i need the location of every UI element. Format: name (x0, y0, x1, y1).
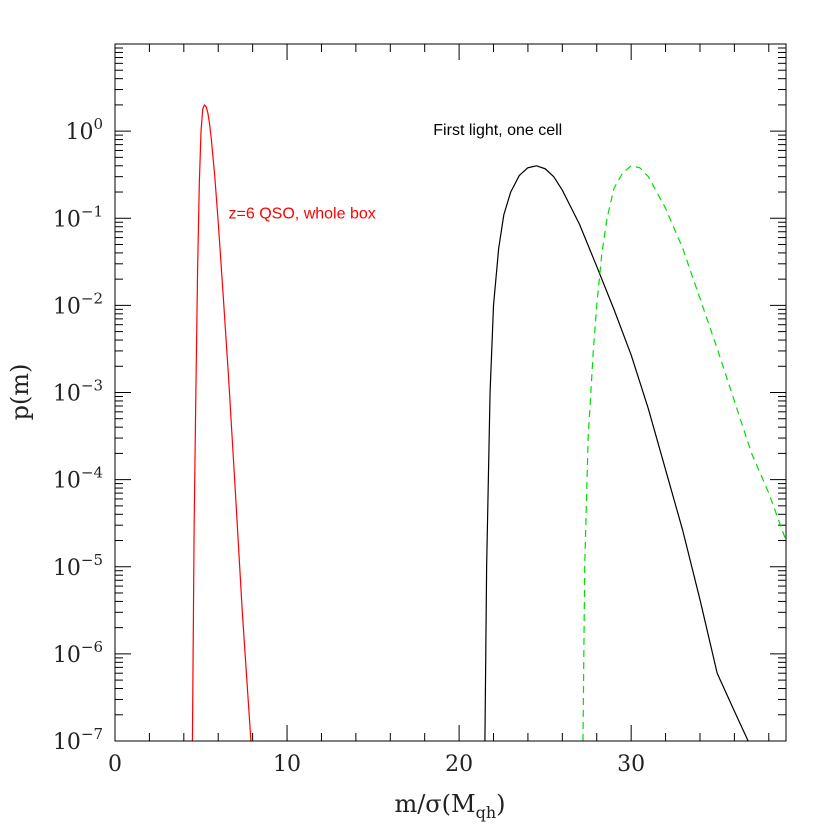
x-tick-label: 0 (108, 752, 122, 777)
y-tick-label: 10−5 (53, 551, 103, 581)
series-layer (191, 104, 786, 741)
x-tick-label: 30 (617, 752, 645, 777)
labels-layer: 0 10 20 30 100 10−1 10−2 10−3 10−4 10−5 10−6 10−7 (53, 115, 645, 777)
y-tick-label: 10−3 (53, 377, 103, 407)
y-tick-label: 10−4 (53, 464, 103, 494)
x-tick-label: 20 (445, 752, 473, 777)
x-axis-label: m/σ(Mqh) (394, 790, 505, 822)
annotations-layer: z=6 QSO, whole box First light, one cell (229, 122, 563, 222)
series-line-1 (191, 104, 252, 741)
series-line-2 (484, 165, 749, 741)
y-tick-label: 100 (65, 115, 103, 145)
y-tick-label: 10−1 (53, 202, 103, 232)
ticks-layer (114, 44, 786, 742)
annotation-1: z=6 QSO, whole box (229, 205, 376, 222)
plot-frame (114, 43, 787, 742)
y-tick-label: 10−2 (53, 289, 103, 319)
y-tick-label: 10−7 (53, 725, 103, 755)
x-tick-label: 10 (273, 752, 301, 777)
annotation-2: First light, one cell (433, 122, 562, 139)
y-tick-label: 10−6 (53, 638, 103, 668)
y-axis-label: p(m) (6, 364, 34, 421)
series-line-3 (582, 165, 786, 741)
